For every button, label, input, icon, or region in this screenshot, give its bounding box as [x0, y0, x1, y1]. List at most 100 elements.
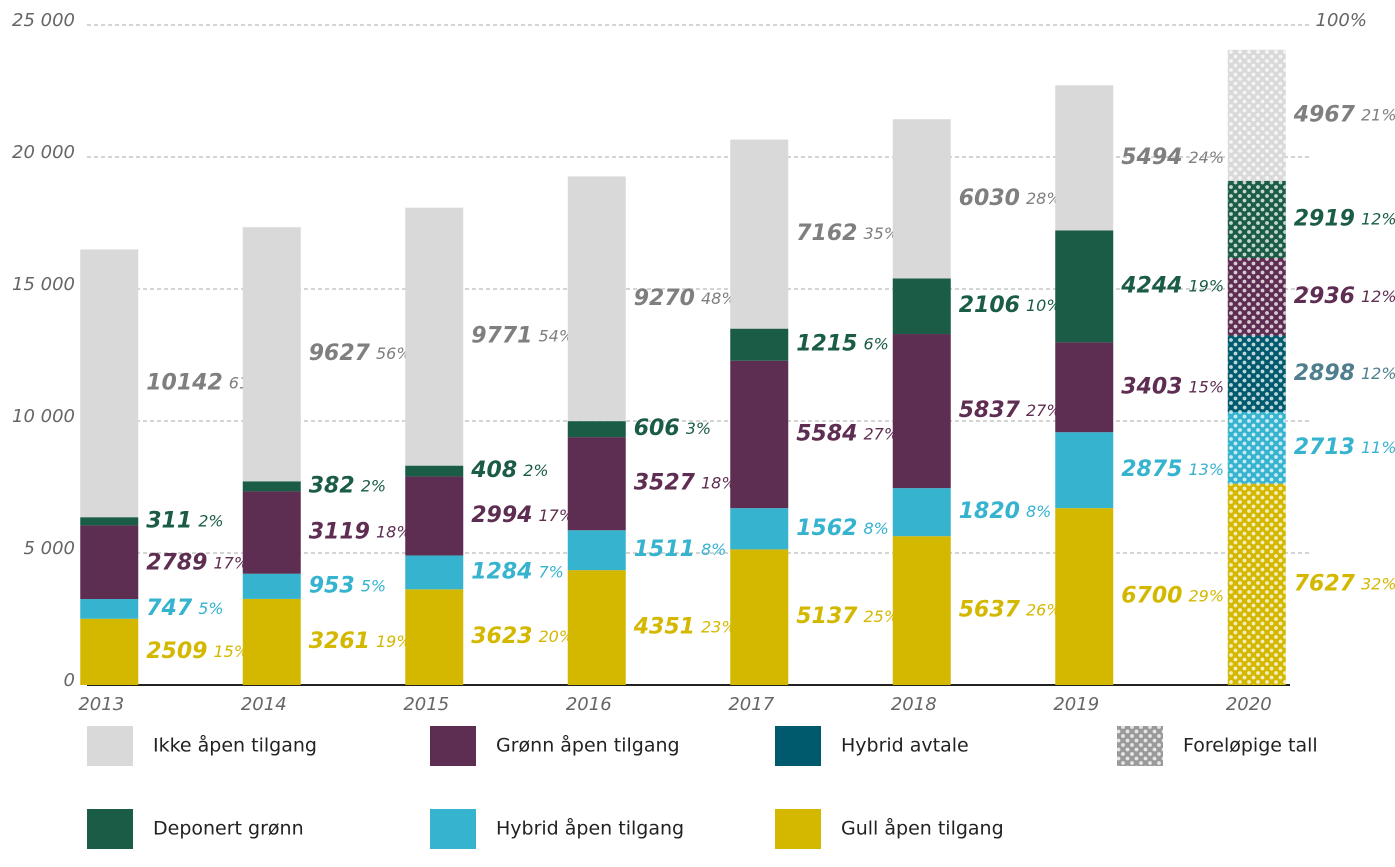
value-label: 3527 18%	[634, 471, 737, 496]
value: 382	[309, 473, 355, 498]
bar-segment	[892, 334, 951, 489]
value-label: 2789 17%	[146, 550, 249, 575]
value-label: 7627 32%	[1294, 571, 1395, 596]
value-label: 9270 48%	[634, 286, 737, 311]
value: 5494	[1121, 145, 1182, 170]
share: 15%	[213, 641, 249, 660]
share: 3%	[686, 419, 711, 438]
share: 25%	[863, 607, 899, 626]
bar-segment	[730, 549, 789, 685]
value: 9270	[634, 286, 695, 311]
bar-segment	[892, 488, 951, 537]
value-label: 2919 12%	[1294, 206, 1395, 231]
legend-label: Ikke åpen tilgang	[153, 734, 317, 757]
legend-swatch	[775, 726, 821, 766]
value: 5584	[796, 421, 857, 446]
value-label: 408 2%	[470, 458, 548, 483]
x-tick-label: 2020	[1226, 694, 1272, 715]
bar-segment	[80, 599, 139, 619]
value-label: 3623 20%	[471, 624, 574, 649]
value: 953	[309, 573, 355, 598]
share: 18%	[701, 473, 737, 492]
bar-segment	[405, 555, 464, 590]
share: 21%	[1361, 105, 1395, 124]
value: 2875	[1121, 457, 1182, 482]
share: 48%	[701, 288, 737, 307]
value: 606	[634, 416, 680, 441]
bar-segment	[242, 227, 301, 482]
preliminary-pattern	[1227, 49, 1286, 181]
share: 29%	[1188, 586, 1224, 605]
share: 6%	[863, 334, 888, 353]
value: 5637	[959, 598, 1021, 623]
legend-swatch	[87, 726, 133, 766]
value-label: 7162 35%	[796, 221, 899, 246]
bar-segment	[405, 207, 464, 466]
value-label: 6700 29%	[1121, 584, 1224, 609]
bar-segment	[1055, 230, 1114, 343]
share: 54%	[538, 326, 574, 345]
value: 2106	[959, 293, 1020, 318]
bar-segment	[730, 328, 789, 361]
value-label: 5137 25%	[796, 604, 899, 629]
share: 32%	[1361, 574, 1395, 593]
value-label: 2898 12%	[1294, 361, 1395, 386]
share: 8%	[863, 518, 888, 537]
value-label: 4351 23%	[633, 615, 737, 640]
bar-segment	[80, 517, 139, 526]
value: 3527	[634, 471, 696, 496]
bar-segment	[567, 437, 626, 531]
value: 5137	[796, 604, 858, 629]
value: 3623	[471, 624, 532, 649]
share: 2%	[198, 511, 223, 530]
value-label: 2106 10%	[959, 293, 1062, 318]
share: 27%	[1026, 401, 1062, 420]
bar-segment	[567, 421, 626, 438]
bar-segment	[405, 476, 464, 556]
bar-segment	[892, 119, 951, 279]
value: 3403	[1121, 374, 1182, 399]
bar-segment	[242, 491, 301, 574]
bar-segment	[405, 465, 464, 477]
value: 1511	[634, 537, 695, 562]
value: 3261	[309, 629, 370, 654]
bar-segment	[1055, 85, 1114, 231]
value-label: 953 5%	[309, 573, 386, 598]
share: 15%	[1188, 377, 1224, 396]
x-tick-label: 2014	[241, 694, 287, 715]
value: 2713	[1294, 435, 1355, 460]
value: 311	[146, 508, 192, 533]
bar-segment	[242, 573, 301, 599]
bar-segment	[80, 249, 139, 518]
value-label: 2994 17%	[471, 503, 574, 528]
value-label: 311 2%	[146, 508, 223, 533]
value-label: 5494 24%	[1121, 145, 1224, 170]
value: 2994	[471, 503, 532, 528]
value-label: 1820 8%	[959, 499, 1052, 524]
value: 2936	[1294, 284, 1355, 309]
value-label: 9771 54%	[471, 324, 574, 349]
value-label: 606 3%	[634, 416, 711, 441]
legend-label: Foreløpige tall	[1183, 735, 1318, 757]
value-label: 2936 12%	[1294, 284, 1395, 309]
value: 7162	[796, 221, 857, 246]
value-label: 4967 21%	[1293, 102, 1395, 127]
value: 2919	[1294, 206, 1355, 231]
share: 56%	[376, 344, 412, 363]
share: 13%	[1188, 460, 1224, 479]
share: 2%	[361, 476, 386, 495]
bar-segment	[730, 139, 789, 329]
value-label: 6030 28%	[959, 186, 1062, 211]
bar-segment	[567, 176, 626, 422]
share: 28%	[1026, 188, 1062, 207]
value-label: 1284 7%	[471, 559, 564, 584]
x-tick-label: 2015	[403, 694, 449, 715]
bar-segment	[1055, 508, 1114, 685]
share: 5%	[361, 576, 386, 595]
bar-segment	[1055, 432, 1114, 509]
value-label: 3403 15%	[1121, 374, 1224, 399]
value-label: 2713 11%	[1294, 435, 1395, 460]
y-tick-label: 20 000	[12, 142, 75, 163]
share: 19%	[376, 631, 412, 650]
